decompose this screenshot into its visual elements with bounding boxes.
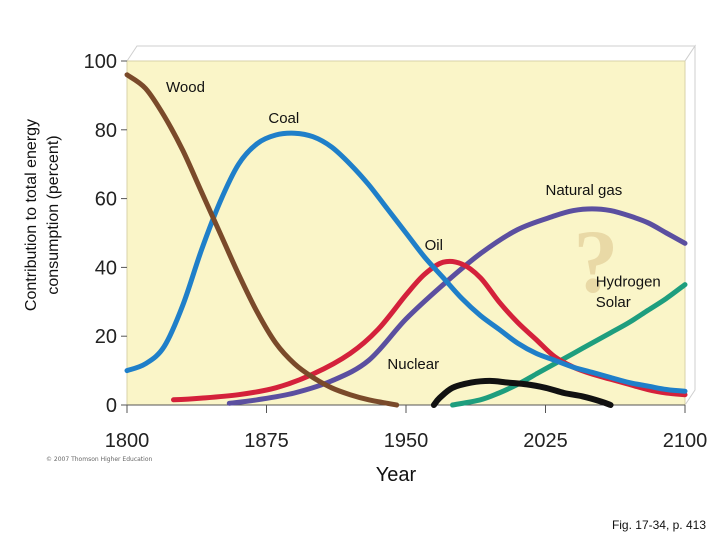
annotation-coal: Coal [268,110,299,127]
y-tick-label: 100 [84,51,117,73]
annotation-wood: Wood [166,79,205,96]
series-layer [124,72,688,408]
series-line-hydrogen-solar [450,282,688,408]
x-tick-label: 1800 [105,430,150,452]
x-tick-label: 1875 [244,430,289,452]
y-tick-label: 0 [106,395,117,417]
series-line-natural-gas [226,206,688,406]
labels-layer: ? Wood Coal Natural gas Oil Hydrogen Solar Nucl… [166,79,661,373]
annotation-nuclear: Nuclear [387,356,439,373]
y-tick-label: 60 [95,189,117,211]
annotation-oil: Oil [425,237,443,254]
question-mark-annotation: ? [573,212,618,311]
axis-ticks: 0 20 40 60 80 100 1800 1875 1950 2025 2100 [84,51,708,452]
x-tick-label: 2025 [523,430,568,452]
x-tick-label: 2100 [663,430,708,452]
series-line-nuclear [430,377,614,408]
annotation-hydrogen: Hydrogen [596,273,661,290]
y-tick-label: 20 [95,326,117,348]
x-tick-label: 1950 [384,430,429,452]
copyright-credit: © 2007 Thomson Higher Education [46,456,153,463]
annotation-solar: Solar [596,294,631,311]
x-axis-label: Year [376,464,417,486]
y-tick-label: 80 [95,120,117,142]
annotation-natural-gas: Natural gas [546,182,623,199]
frame-side-face [684,44,696,407]
figure-caption: Fig. 17-34, p. 413 [611,518,706,532]
series-line-coal [124,130,688,394]
series-line-wood [124,72,400,408]
y-axis-label-line1: Contribution to total energy [23,119,40,311]
y-tick-label: 40 [95,257,117,279]
y-axis-label-line2: consumption (percent) [45,135,62,294]
frame-top-face [126,45,696,62]
